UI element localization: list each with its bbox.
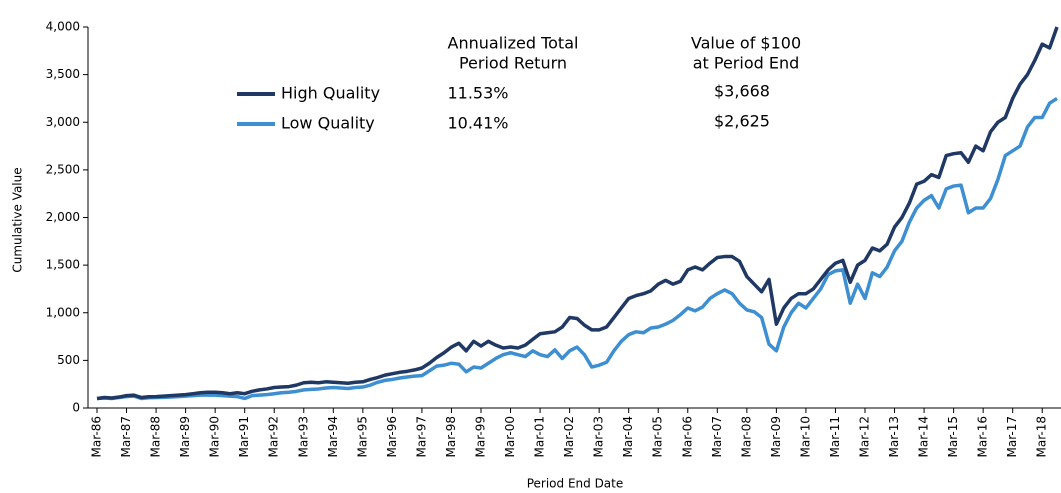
x-tick-label: Mar-86	[90, 416, 104, 457]
annualized-return: 10.41%	[447, 114, 508, 133]
x-tick-label: Mar-01	[533, 416, 547, 457]
x-tick-label: Mar-92	[267, 416, 281, 457]
x-axis-label: Period End Date	[527, 477, 624, 491]
x-tick-label: Mar-87	[119, 416, 133, 457]
x-tick-label: Mar-96	[385, 416, 399, 457]
y-tick-label: 0	[72, 401, 80, 415]
y-tick-label: 2,500	[46, 162, 80, 176]
end-value: $2,625	[714, 112, 770, 131]
x-tick-label: Mar-94	[326, 416, 340, 457]
x-tick-label: Mar-99	[474, 416, 488, 457]
x-tick-label: Mar-17	[1005, 416, 1019, 457]
column-header: Period Return	[459, 54, 567, 73]
x-tick-label: Mar-16	[976, 416, 990, 457]
x-tick-label: Mar-08	[739, 416, 753, 457]
x-tick-label: Mar-97	[414, 416, 428, 457]
series-line	[96, 26, 1059, 401]
y-axis-label: Cumulative Value	[11, 167, 25, 272]
x-tick-label: Mar-14	[917, 416, 931, 457]
legend-label: Low Quality	[281, 114, 375, 133]
x-tick-label: Mar-95	[355, 416, 369, 457]
y-tick-label: 1,500	[46, 258, 80, 272]
x-tick-label: Mar-09	[769, 416, 783, 457]
x-tick-label: Mar-03	[592, 416, 606, 457]
column-header: Value of $100	[691, 34, 801, 53]
end-value: $3,668	[714, 82, 770, 101]
annualized-return: 11.53%	[447, 84, 508, 103]
x-tick-label: Mar-15	[946, 416, 960, 457]
x-tick-label: Mar-00	[503, 416, 517, 457]
x-tick-label: Mar-02	[562, 416, 576, 457]
y-tick-label: 1,000	[46, 305, 80, 319]
legend-label: High Quality	[281, 84, 380, 103]
y-tick-label: 3,500	[46, 67, 80, 81]
x-tick-label: Mar-07	[710, 416, 724, 457]
column-header: at Period End	[693, 54, 800, 73]
y-tick-label: 2,000	[46, 210, 80, 224]
y-tick-label: 500	[57, 353, 80, 367]
x-tick-label: Mar-10	[798, 416, 812, 457]
x-tick-label: Mar-90	[208, 416, 222, 457]
x-tick-label: Mar-12	[858, 416, 872, 457]
series-line	[96, 96, 1058, 401]
x-tick-label: Mar-06	[680, 416, 694, 457]
column-header: Annualized Total	[448, 34, 579, 53]
x-tick-label: Mar-88	[149, 416, 163, 457]
x-tick-label: Mar-98	[444, 416, 458, 457]
x-tick-label: Mar-11	[828, 416, 842, 457]
x-tick-label: Mar-93	[296, 416, 310, 457]
x-tick-label: Mar-05	[651, 416, 665, 457]
x-tick-label: Mar-18	[1035, 416, 1049, 457]
x-tick-label: Mar-89	[178, 416, 192, 457]
x-tick-label: Mar-13	[887, 416, 901, 457]
x-tick-label: Mar-04	[621, 416, 635, 457]
y-tick-label: 4,000	[46, 20, 80, 34]
y-tick-label: 3,000	[46, 115, 80, 129]
x-tick-label: Mar-91	[237, 416, 251, 457]
